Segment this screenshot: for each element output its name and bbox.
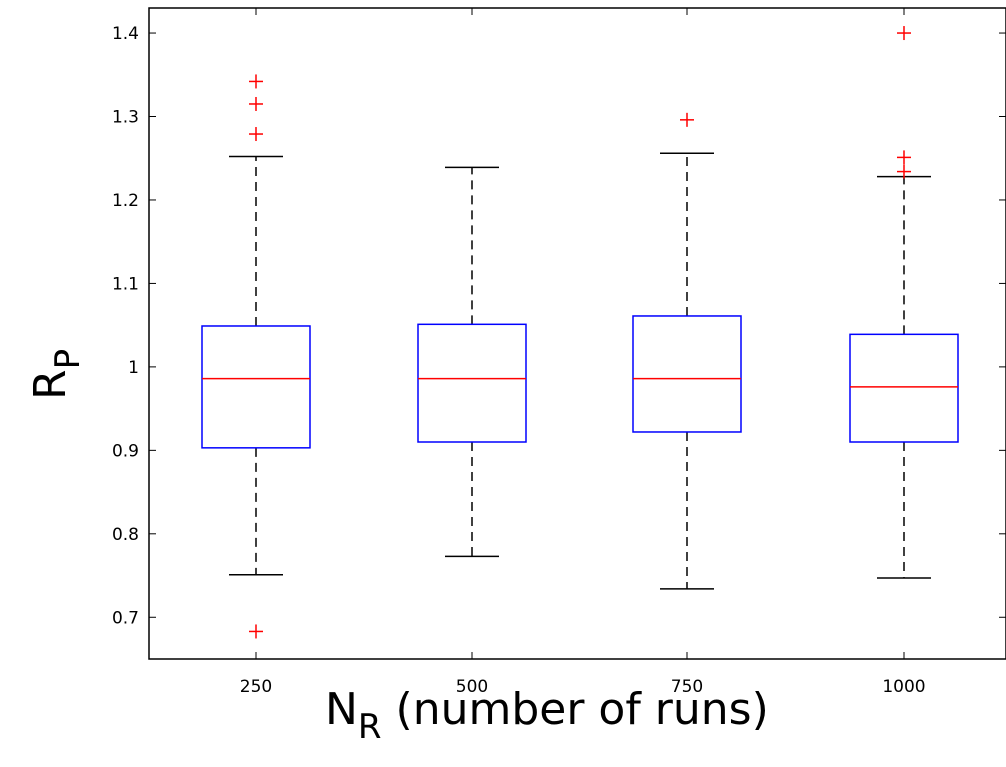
y-axis: 0.7 0.8 0.9 1 1.1 1.2 1.3 1.4	[112, 24, 1006, 628]
y-tick-label: 0.9	[112, 441, 139, 461]
box-750	[632, 112, 742, 590]
x-axis-label-rest: (number of runs)	[382, 684, 769, 735]
outlier-marker	[680, 112, 694, 127]
outlier-marker	[249, 127, 263, 142]
outlier-marker	[249, 74, 263, 89]
iqr-box	[849, 333, 959, 443]
y-axis-label-group: RP	[25, 349, 88, 400]
x-axis-label-subscript: R	[358, 707, 382, 747]
x-tick-label: 250	[240, 677, 272, 697]
y-tick-label: 1.3	[112, 108, 139, 128]
y-axis-label-main: R	[25, 369, 76, 400]
y-tick-label: 0.8	[112, 525, 139, 545]
outlier-marker	[897, 150, 911, 165]
boxes-group	[201, 26, 959, 639]
x-tick-label: 750	[671, 677, 703, 697]
x-axis: 250 500 750 1000	[240, 8, 926, 697]
y-axis-label: RP	[25, 349, 88, 400]
box-250	[201, 74, 311, 639]
outlier-marker	[249, 96, 263, 111]
y-tick-label: 1	[128, 358, 139, 378]
y-axis-label-subscript: P	[48, 349, 88, 370]
iqr-box	[417, 323, 527, 443]
x-tick-label: 500	[456, 677, 488, 697]
outlier-marker	[897, 164, 911, 179]
outlier-marker	[897, 26, 911, 41]
y-tick-label: 0.7	[112, 608, 139, 628]
outlier-marker	[249, 624, 263, 639]
y-tick-label: 1.4	[112, 24, 139, 44]
x-tick-label: 1000	[882, 677, 925, 697]
box-1000	[849, 26, 959, 579]
y-tick-label: 1.2	[112, 191, 139, 211]
x-axis-label-main: N	[325, 684, 358, 735]
box-500	[417, 166, 527, 558]
x-axis-label: NR (number of runs)	[325, 684, 769, 747]
iqr-box	[632, 315, 742, 433]
y-tick-label: 1.1	[112, 274, 139, 294]
iqr-box	[201, 325, 311, 449]
